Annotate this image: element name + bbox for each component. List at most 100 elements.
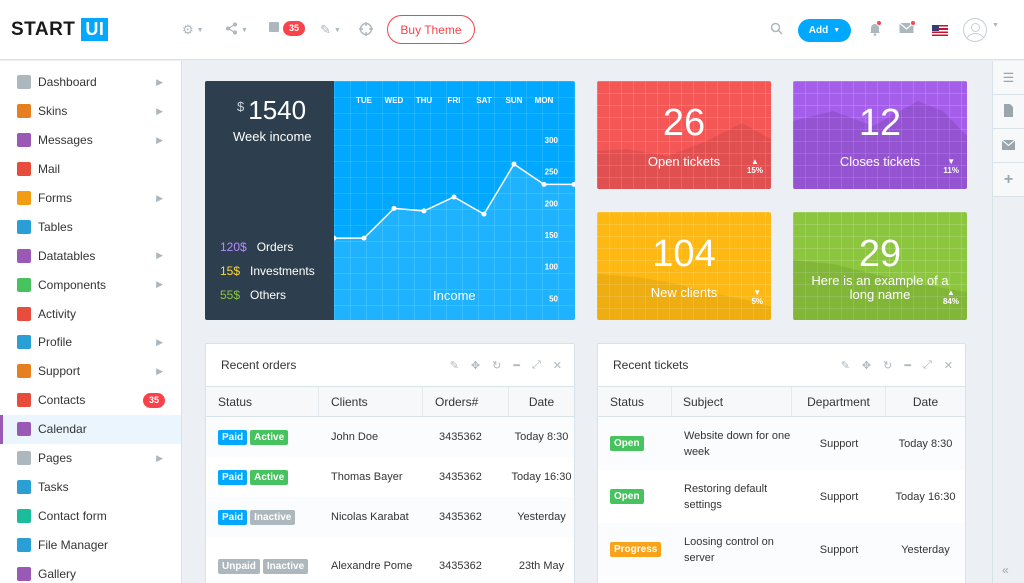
sidebar-item-label: File Manager	[38, 537, 109, 552]
table-row[interactable]: Unpaid Inactive Alexandre Pome 3435362 23th …	[206, 537, 574, 583]
data-point[interactable]	[421, 208, 427, 214]
data-point[interactable]	[541, 181, 547, 187]
status-label: Open	[610, 436, 644, 451]
data-point[interactable]	[391, 205, 397, 211]
income-line-chart: TUE WED THU FRI SAT SUN MON 300 250 200 150 100 50	[334, 96, 576, 320]
open-tickets-tile[interactable]: 26 Open tickets ▲ 15%	[597, 81, 771, 189]
tile-grid	[793, 81, 967, 189]
gear-icon: ⚙	[182, 22, 194, 37]
chevron-down-icon[interactable]: ▼	[992, 22, 999, 29]
data-point[interactable]	[334, 235, 337, 241]
table-row[interactable]: Paid Inactive Nicolas Karabat 3435362 Yester…	[206, 497, 574, 537]
sidebar-item-support[interactable]: Support ▶	[0, 357, 181, 386]
column-header[interactable]: Date	[528, 394, 555, 409]
sidebar-item-components[interactable]: Components ▶	[0, 270, 181, 299]
us-flag-icon[interactable]	[932, 25, 948, 36]
data-point[interactable]	[511, 161, 517, 167]
settings-menu[interactable]: ⚙ ▼	[182, 22, 204, 38]
edit-menu[interactable]: ✎ ▼	[320, 22, 341, 38]
legend-label: Investments	[250, 264, 315, 278]
column-header[interactable]: Date	[912, 394, 939, 409]
sidebar-item-label: Support	[38, 364, 81, 379]
closed-tickets-tile[interactable]: 12 Closes tickets ▼ 11%	[793, 81, 967, 189]
column-header[interactable]: Department	[792, 387, 886, 416]
files-button[interactable]: 35	[268, 21, 306, 36]
table-row[interactable]: Paid Active Thomas Bayer 3435362 Today 16:30	[206, 457, 574, 497]
add-button[interactable]: Add ▼	[798, 19, 851, 42]
collapse-icon[interactable]: «	[1002, 563, 1009, 577]
data-point[interactable]	[451, 194, 457, 200]
column-header[interactable]: Clients	[319, 387, 423, 416]
long-name-tile[interactable]: 29 Here is an example of a long name ▲ 84…	[793, 212, 967, 320]
sidebar-item-skins[interactable]: Skins ▶	[0, 97, 181, 126]
table-row[interactable]: Open Restoring default settings Support Tod…	[598, 470, 965, 523]
sidebar-item-label: Messages	[38, 133, 93, 148]
sidebar-item-messages[interactable]: Messages ▶	[0, 126, 181, 155]
minimize-icon[interactable]: ━	[513, 360, 520, 372]
list-icon: ☰	[1002, 69, 1015, 85]
sidebar-item-datatables[interactable]: Datatables ▶	[0, 241, 181, 270]
logo[interactable]: START UI	[11, 18, 109, 41]
table-row[interactable]: Paid Active John Doe 3435362 Today 8:30	[206, 417, 574, 457]
sidebar-item-forms[interactable]: Forms ▶	[0, 184, 181, 213]
pencil-icon[interactable]: ✎	[449, 360, 459, 372]
chevron-down-icon: ▼	[333, 26, 341, 34]
order-cell: 3435362	[439, 431, 482, 443]
move-icon[interactable]: ✥	[861, 360, 872, 372]
sidebar-item-profile[interactable]: Profile ▶	[0, 328, 181, 357]
rail-list-button[interactable]: ☰	[993, 61, 1024, 95]
buy-theme-button[interactable]: Buy Theme	[387, 15, 475, 44]
close-icon[interactable]: ✕	[943, 360, 953, 372]
sidebar-item-tables[interactable]: Tables	[0, 212, 181, 241]
refresh-icon[interactable]: ↻	[492, 360, 502, 372]
income-amount: $ 1540	[237, 95, 306, 126]
expand-icon[interactable]: ⤢	[922, 359, 932, 371]
sidebar-item-mail[interactable]: Mail	[0, 155, 181, 184]
avatar[interactable]	[963, 18, 987, 42]
target-button[interactable]	[359, 22, 373, 39]
sidebar-item-contact-form[interactable]: Contact form	[0, 501, 181, 530]
data-point[interactable]	[481, 211, 487, 217]
data-point[interactable]	[571, 181, 576, 187]
share-menu[interactable]: ▼	[225, 22, 248, 38]
minimize-icon[interactable]: ━	[904, 360, 911, 372]
column-header[interactable]: Status	[206, 387, 319, 416]
rail-mail-button[interactable]	[993, 129, 1024, 163]
table-row[interactable]: Progress Loosing control on server Support…	[598, 523, 965, 576]
new-clients-tile[interactable]: 104 New clients ▼ 5%	[597, 212, 771, 320]
refresh-icon[interactable]: ↻	[883, 360, 893, 372]
notifications-button[interactable]	[868, 22, 882, 39]
message-dot	[910, 20, 916, 26]
search-button[interactable]	[770, 22, 783, 38]
chevron-down-icon: ▼	[196, 26, 204, 34]
expand-icon[interactable]: ⤢	[531, 359, 541, 371]
column-header[interactable]: Subject	[672, 387, 792, 416]
rail-doc-button[interactable]	[993, 95, 1024, 129]
move-icon[interactable]: ✥	[470, 360, 481, 372]
close-icon[interactable]: ✕	[552, 360, 562, 372]
sidebar-item-contacts[interactable]: Contacts 35	[0, 386, 181, 415]
sidebar-item-gallery[interactable]: Gallery	[0, 559, 181, 583]
sidebar-item-tasks[interactable]: Tasks	[0, 472, 181, 501]
panel-title: Recent tickets	[613, 358, 689, 372]
data-point[interactable]	[361, 235, 367, 241]
sidebar-item-file-manager[interactable]: File Manager	[0, 530, 181, 559]
column-header[interactable]: Orders#	[423, 387, 509, 416]
order-cell: 3435362	[439, 560, 482, 572]
tile-percent-value: 11%	[943, 166, 959, 175]
tile-grid	[597, 212, 771, 320]
chevron-right-icon: ▶	[156, 336, 163, 347]
rail-add-button[interactable]: +	[993, 163, 1024, 197]
sidebar-item-dashboard[interactable]: Dashboard ▶	[0, 68, 181, 97]
table-row[interactable]: Open Website down for one week Support Toda…	[598, 417, 965, 470]
tile-wave	[597, 274, 771, 320]
pencil-icon[interactable]: ✎	[840, 360, 850, 372]
tile-value: 26	[662, 102, 706, 144]
sidebar-item-label: Contact form	[38, 508, 107, 523]
date-cell: Today 16:30	[895, 490, 956, 503]
sidebar-item-pages[interactable]: Pages ▶	[0, 444, 181, 473]
status-cell: Unpaid Inactive	[206, 558, 319, 574]
sidebar-item-calendar[interactable]: Calendar	[0, 414, 181, 444]
sidebar-item-activity[interactable]: Activity	[0, 299, 181, 328]
column-header[interactable]: Status	[598, 387, 672, 416]
